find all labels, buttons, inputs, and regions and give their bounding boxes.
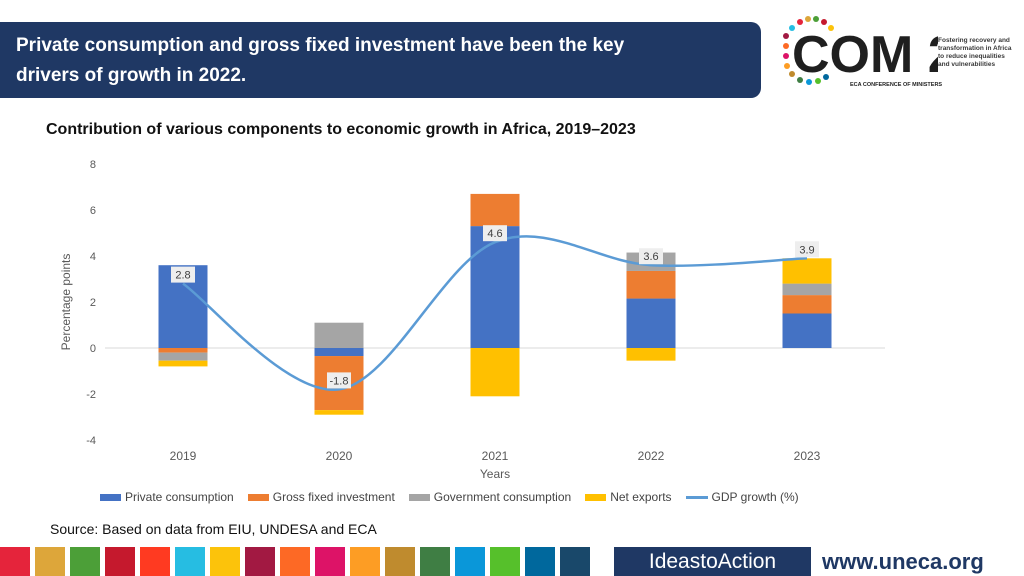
bar-segment bbox=[158, 352, 208, 361]
bar-segment bbox=[782, 313, 832, 348]
y-tick-label: 6 bbox=[90, 205, 96, 217]
x-tick-label: 2019 bbox=[170, 449, 197, 463]
legend-label: GDP growth (%) bbox=[711, 490, 799, 504]
logo-tagline-3: to reduce inequalities bbox=[938, 53, 1005, 60]
data-label: 4.6 bbox=[487, 228, 502, 240]
bar-segment bbox=[782, 295, 832, 314]
chart-title: Contribution of various components to ec… bbox=[46, 121, 636, 138]
source-note: Source: Based on data from EIU, UNDESA a… bbox=[50, 521, 377, 537]
x-tick-label: 2023 bbox=[794, 449, 821, 463]
sdg-color-block bbox=[0, 547, 30, 576]
legend-label: Private consumption bbox=[125, 490, 234, 504]
bar-segment bbox=[314, 322, 364, 348]
sdg-color-block bbox=[350, 547, 380, 576]
bar-segment bbox=[470, 226, 520, 348]
gdp-growth-line bbox=[182, 235, 808, 391]
x-tick-label: 2022 bbox=[638, 449, 665, 463]
bar-segment bbox=[314, 348, 364, 357]
logo-ring-dots bbox=[783, 16, 834, 85]
legend-item-gross-fixed-investment: Gross fixed investment bbox=[247, 490, 395, 504]
legend-item-private-consumption: Private consumption bbox=[100, 490, 234, 504]
legend-swatch bbox=[100, 493, 121, 501]
sdg-color-strip bbox=[0, 547, 590, 576]
bar-segment bbox=[626, 270, 676, 299]
logo-tagline-2: transformation in Africa bbox=[938, 45, 1012, 52]
headline-banner: Private consumption and gross fixed inve… bbox=[0, 22, 761, 98]
y-tick-label: -2 bbox=[86, 389, 96, 401]
y-tick-label: 2 bbox=[90, 297, 96, 309]
legend-label: Net exports bbox=[610, 490, 672, 504]
sdg-color-block bbox=[385, 547, 415, 576]
bar-segment bbox=[470, 193, 520, 227]
bar-segment bbox=[782, 258, 832, 284]
footer: IdeastoAction www.uneca.org bbox=[0, 547, 1024, 576]
y-tick-label: 8 bbox=[90, 159, 96, 171]
y-tick-label: 4 bbox=[90, 251, 96, 263]
sdg-color-block bbox=[175, 547, 205, 576]
y-tick-label: -4 bbox=[86, 435, 96, 447]
sdg-color-block bbox=[420, 547, 450, 576]
x-tick-label: 2020 bbox=[326, 449, 353, 463]
bar-segment bbox=[314, 410, 364, 415]
logo-tagline-4: and vulnerabilities bbox=[938, 61, 996, 68]
headline-line-2: drivers of growth in 2022. bbox=[16, 65, 247, 86]
sdg-color-block bbox=[525, 547, 555, 576]
headline-line-1: Private consumption and gross fixed inve… bbox=[16, 35, 625, 56]
sdg-color-block bbox=[315, 547, 345, 576]
com-2023-logo-icon: COM 2023 bbox=[783, 16, 938, 85]
x-axis-label: Years bbox=[480, 467, 510, 481]
com-2023-logo: COM 2023 Fostering recovery and transfor… bbox=[778, 14, 1018, 94]
sdg-color-block bbox=[70, 547, 100, 576]
data-label: 2.8 bbox=[175, 270, 190, 282]
website-link[interactable]: www.uneca.org bbox=[822, 549, 984, 574]
data-label-box bbox=[327, 372, 351, 389]
sdg-color-block bbox=[455, 547, 485, 576]
logo-tagline: Fostering recovery and transformation in… bbox=[938, 37, 1018, 69]
sdg-color-block bbox=[140, 547, 170, 576]
legend-item-net-exports: Net exports bbox=[585, 490, 672, 504]
sdg-color-block bbox=[210, 547, 240, 576]
y-axis-label: Percentage points bbox=[59, 254, 73, 351]
data-label-box bbox=[483, 225, 507, 242]
ideas-to-action-brand: IdeastoAction bbox=[614, 547, 811, 576]
data-label-box bbox=[795, 241, 819, 258]
y-tick-label: 0 bbox=[90, 343, 96, 355]
sdg-color-block bbox=[280, 547, 310, 576]
legend-line-swatch bbox=[685, 495, 708, 499]
legend: Private consumption Gross fixed investme… bbox=[100, 490, 860, 504]
bar-segment bbox=[158, 348, 208, 353]
logo-text: COM 2023 bbox=[792, 26, 938, 84]
sdg-color-block bbox=[35, 547, 65, 576]
bar-segment bbox=[626, 348, 676, 361]
data-label: 3.6 bbox=[643, 251, 658, 263]
data-label-box bbox=[639, 248, 663, 265]
data-label-box bbox=[171, 266, 195, 283]
legend-swatch bbox=[408, 493, 430, 501]
data-label: 3.9 bbox=[799, 244, 814, 256]
logo-conference: ECA CONFERENCE OF MINISTERS bbox=[850, 82, 943, 88]
sdg-color-block bbox=[105, 547, 135, 576]
legend-item-gdp-growth: GDP growth (%) bbox=[685, 490, 799, 504]
data-label: -1.8 bbox=[330, 375, 349, 387]
legend-label: Government consumption bbox=[433, 490, 572, 504]
sdg-color-block bbox=[245, 547, 275, 576]
bar-segment bbox=[470, 348, 520, 397]
sdg-color-block bbox=[490, 547, 520, 576]
logo-tagline-1: Fostering recovery and bbox=[938, 37, 1010, 44]
x-tick-label: 2021 bbox=[482, 449, 509, 463]
legend-label: Gross fixed investment bbox=[272, 490, 395, 504]
bar-segment bbox=[782, 283, 832, 296]
sdg-color-block bbox=[560, 547, 590, 576]
bar-segment bbox=[626, 298, 676, 348]
legend-swatch bbox=[585, 493, 607, 501]
legend-item-government-consumption: Government consumption bbox=[408, 490, 572, 504]
bar-segment bbox=[158, 360, 208, 367]
legend-swatch bbox=[247, 493, 269, 501]
chart: 8 6 4 2 0 -2 -4 2.8 -1.8 4.6 3.6 3.9 2019 2020 2021 2… bbox=[59, 159, 885, 481]
